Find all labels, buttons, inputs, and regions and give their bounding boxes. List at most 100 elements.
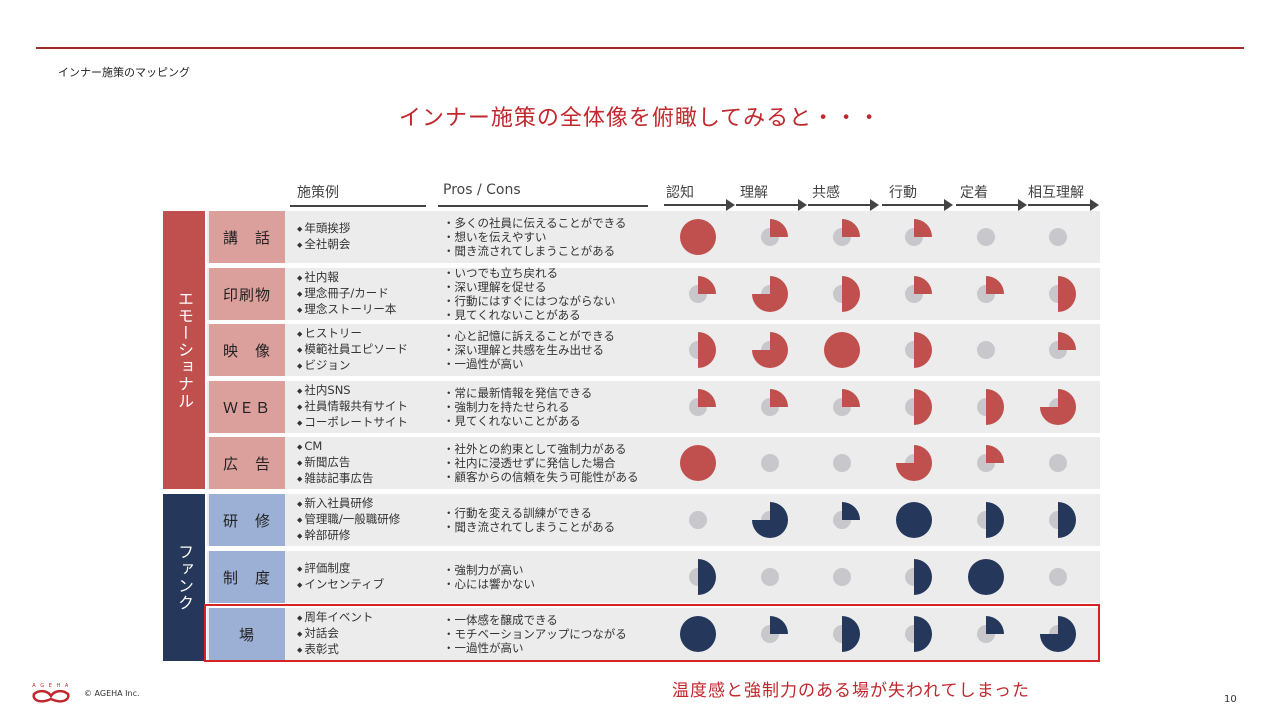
level-pie-slice [914,389,932,425]
col-underline-pros-cons [438,205,648,207]
row-label: 場 [209,608,285,660]
stage-level-pie [833,616,860,652]
level-pie-slice [842,389,860,407]
level-pie-slice [986,502,1004,538]
stage-level-pie [905,219,932,246]
example-item: ヒストリー [297,326,432,342]
pros-cons-item: 顧客からの信頼を失う可能性がある [443,470,663,484]
level-empty-dot [689,511,707,529]
pros-cons-cell: 強制力が高い心には響かない [443,551,663,603]
row-label: 講 話 [209,211,285,263]
stage-level-pie [833,568,851,586]
stage-level-pie [1040,389,1076,425]
stage-level-pie [833,454,851,472]
level-empty-dot [761,454,779,472]
stage-level-pie [761,454,779,472]
example-item: 雑誌記事広告 [297,471,432,487]
row-label: ＷＥＢ [209,381,285,433]
level-pie-slice [770,389,788,407]
stage-header-4: 定着 [960,185,988,201]
stage-level-pie [905,616,932,652]
stage-level-pie [761,568,779,586]
level-pie-slice [698,389,716,407]
pros-cons-cell: 心と記憶に訴えることができる深い理解と共感を生み出せる一過性が高い [443,324,663,376]
example-item: 新入社員研修 [297,496,432,512]
examples-cell: ヒストリー模範社員エピソードビジョン [297,324,432,376]
stage-level-pie [977,276,1004,303]
stage-arrow-head [1018,199,1027,211]
stage-header-0: 認知 [666,185,694,201]
stage-level-pie [968,559,1004,595]
col-header-examples: 施策例 [297,185,339,201]
level-empty-dot [833,454,851,472]
level-pie-slice [914,276,932,294]
pros-cons-cell: 社外との約束として強制力がある社内に浸透せずに発信した場合顧客からの信頼を失う可… [443,437,663,489]
stage-level-pie [752,276,788,312]
level-empty-dot [977,341,995,359]
callout-note: 温度感と強制力のある場が失われてしまった [672,681,1030,701]
stage-level-pie [689,332,716,368]
stage-arrow-head [726,199,735,211]
examples-cell: 年頭挨拶全社朝会 [297,211,432,263]
level-pie-full [680,219,716,255]
stage-level-pie [1049,276,1076,312]
example-item: 周年イベント [297,610,432,626]
level-pie-slice [1058,276,1076,312]
level-pie-slice [914,332,932,368]
stage-arrow-line [956,204,1018,206]
level-pie-full [968,559,1004,595]
level-pie-slice [986,445,1004,463]
example-item: 社員情報共有サイト [297,399,432,415]
stage-level-pie [833,219,860,246]
example-item: 理念冊子/カード [297,286,432,302]
example-item: 管理職/一般職研修 [297,512,432,528]
stage-arrow-line [882,204,944,206]
level-pie-slice [770,616,788,634]
row-label: 印刷物 [209,268,285,320]
level-pie-slice [914,559,932,595]
stage-level-pie [761,389,788,416]
section-title: インナー施策のマッピング [58,66,190,79]
example-item: 年頭挨拶 [297,221,432,237]
pros-cons-item: 心と記憶に訴えることができる [443,329,663,343]
stage-level-pie [689,389,716,416]
stage-level-pie [977,502,1004,538]
examples-cell: CM新聞広告雑誌記事広告 [297,437,432,489]
stage-level-pie [1049,568,1067,586]
stage-level-pie [1040,616,1076,652]
level-empty-dot [1049,568,1067,586]
stage-level-pie [905,332,932,368]
level-pie-slice [752,276,788,312]
stage-level-pie [833,389,860,416]
level-pie-full [896,502,932,538]
pros-cons-item: 多くの社員に伝えることができる [443,216,663,230]
pros-cons-item: 深い理解と共感を生み出せる [443,343,663,357]
stage-arrow-line [1028,204,1090,206]
pros-cons-item: 一過性が高い [443,357,663,371]
stage-level-pie [833,502,860,529]
page-number: 10 [1224,694,1237,705]
copyright: © AGEHA Inc. [84,689,140,698]
level-pie-slice [842,616,860,652]
level-pie-slice [1058,502,1076,538]
stage-arrow-head [798,199,807,211]
example-item: 対話会 [297,626,432,642]
stage-level-pie [1049,332,1076,359]
example-item: 社内SNS [297,383,432,399]
stage-arrow-head [870,199,879,211]
stage-header-1: 理解 [740,185,768,201]
row-label: 広 告 [209,437,285,489]
pros-cons-item: 見てくれないことがある [443,308,663,322]
example-item: 全社朝会 [297,237,432,253]
stage-level-pie [977,445,1004,472]
stage-level-pie [689,511,707,529]
pros-cons-item: 聞き流されてしまうことがある [443,520,663,534]
level-pie-slice [698,332,716,368]
pros-cons-item: 社外との約束として強制力がある [443,442,663,456]
level-pie-slice [986,276,1004,294]
stage-header-5: 相互理解 [1028,185,1084,201]
stage-level-pie [824,332,860,368]
level-empty-dot [761,568,779,586]
pros-cons-cell: 多くの社員に伝えることができる想いを伝えやすい聞き流されてしまうことがある [443,211,663,263]
examples-cell: 社内SNS社員情報共有サイトコーポレートサイト [297,381,432,433]
